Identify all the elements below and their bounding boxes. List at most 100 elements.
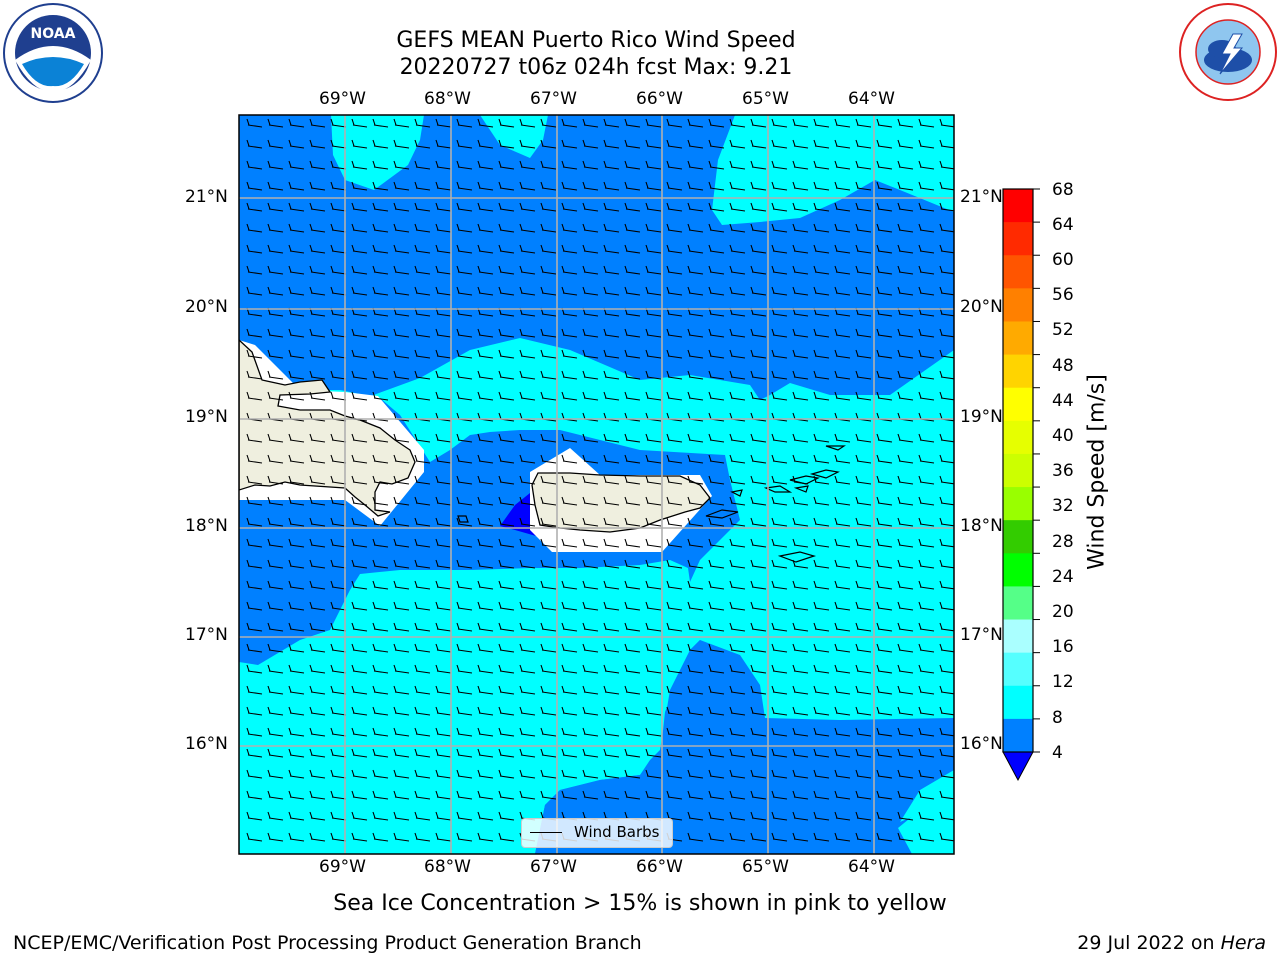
wind-barb (939, 748, 954, 758)
wind-barb (351, 328, 368, 338)
wind-barb (330, 580, 347, 590)
wind-barb (435, 706, 452, 716)
wind-barb (645, 475, 662, 485)
wind-barb (288, 265, 305, 275)
wind-barb (414, 433, 431, 443)
wind-barb (498, 244, 515, 254)
wind-barb (918, 832, 935, 842)
wind-barb (498, 832, 515, 842)
wind-barb (855, 517, 872, 527)
wind-barb (603, 475, 620, 485)
wind-barb (666, 286, 683, 296)
wind-barb (792, 244, 809, 254)
wind-barb (477, 475, 494, 485)
wind-barb (246, 244, 263, 254)
wind-barb (687, 433, 704, 443)
wind-barb (750, 748, 767, 758)
wind-barb (645, 370, 662, 380)
wind-barb (414, 559, 431, 569)
wind-barb (876, 328, 893, 338)
wind-barb (393, 349, 410, 359)
wind-barb (750, 181, 767, 191)
wind-barb (246, 286, 263, 296)
wind-barb (498, 139, 515, 149)
wind-barb (624, 349, 641, 359)
wind-barb (792, 517, 809, 527)
wind-barb (687, 769, 704, 779)
wind-barb (309, 118, 326, 128)
wind-barb (939, 139, 954, 149)
wind-barb (477, 811, 494, 821)
wind-barb (729, 769, 746, 779)
wind-barb (330, 118, 347, 128)
wind-barb (813, 580, 830, 590)
wind-barb (729, 286, 746, 296)
wind-barb (834, 496, 851, 506)
wind-barb (834, 454, 851, 464)
wind-barb (645, 181, 662, 191)
wind-barb (687, 475, 704, 485)
wind-barb (666, 685, 683, 695)
colorbar-tick: 32 (1052, 496, 1074, 516)
wind-barb (939, 517, 954, 527)
wind-barb (897, 328, 914, 338)
wind-barb (267, 622, 284, 632)
wind-barb (687, 538, 704, 548)
colorbar-bin (1003, 189, 1033, 223)
colorbar-tick: 40 (1052, 426, 1074, 446)
wind-barb (267, 643, 284, 653)
wind-barb (834, 706, 851, 716)
wind-barb (246, 454, 263, 464)
wind-barb (708, 664, 725, 674)
lat-label-right: 18°N (960, 516, 1003, 536)
wind-barb (393, 748, 410, 758)
wind-barb (897, 223, 914, 233)
wind-barb (351, 286, 368, 296)
wind-barb (876, 370, 893, 380)
wind-barb (267, 181, 284, 191)
wind-barb (687, 832, 704, 842)
wind-barb (603, 349, 620, 359)
wind-barb (687, 601, 704, 611)
wind-barb (939, 181, 954, 191)
wind-barb (309, 244, 326, 254)
wind-barb (897, 727, 914, 737)
wind-barb (309, 475, 326, 485)
wind-barb (729, 160, 746, 170)
wind-barb (309, 832, 326, 842)
wind-barb (750, 370, 767, 380)
wind-barb (918, 391, 935, 401)
wind-barb (288, 349, 305, 359)
wind-barb (750, 118, 767, 128)
wind-barb (309, 727, 326, 737)
footer-date-text: 29 Jul 2022 on (1077, 932, 1221, 954)
wind-barb (855, 370, 872, 380)
wind-barb (330, 475, 347, 485)
wind-barb (918, 370, 935, 380)
wind-barb (561, 664, 578, 674)
wind-barb (792, 832, 809, 842)
wind-barb (267, 370, 284, 380)
wind-barb (582, 706, 599, 716)
wind-barb (750, 832, 767, 842)
wind-barb (603, 160, 620, 170)
wind-barb (603, 370, 620, 380)
wind-barb (666, 265, 683, 275)
wind-barb (687, 391, 704, 401)
wind-barb (477, 832, 494, 842)
wind-barb (351, 160, 368, 170)
map-legend: Wind Barbs (521, 818, 673, 848)
wind-barb (708, 139, 725, 149)
wind-barb (666, 244, 683, 254)
wind-barb (519, 202, 536, 212)
wind-barb (771, 559, 788, 569)
wind-barb (792, 286, 809, 296)
wind-barb (456, 601, 473, 611)
wind-barb (792, 349, 809, 359)
wind-barb (477, 391, 494, 401)
wind-barb (582, 601, 599, 611)
wind-barb (456, 811, 473, 821)
wind-barb (540, 265, 557, 275)
wind-barb (351, 832, 368, 842)
wind-barb (603, 727, 620, 737)
